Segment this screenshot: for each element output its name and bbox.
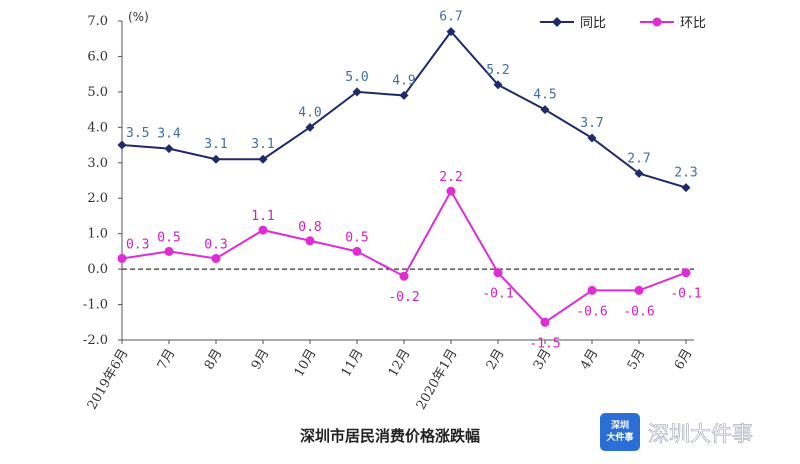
data-point-mom bbox=[258, 225, 268, 235]
legend-marker-yoy bbox=[552, 17, 562, 27]
data-label-mom: 0.3 bbox=[126, 237, 149, 252]
data-label-mom: 1.1 bbox=[251, 209, 274, 224]
data-point-mom bbox=[399, 271, 409, 281]
x-tick-label: 5月 bbox=[625, 347, 649, 373]
watermark: 深圳 大件事 深圳大件事 bbox=[600, 413, 753, 451]
y-tick-label: 7.0 bbox=[87, 14, 108, 29]
data-point-mom bbox=[305, 236, 315, 246]
x-tick-label: 7月 bbox=[155, 347, 179, 373]
data-label-mom: 2.2 bbox=[439, 170, 462, 185]
data-label-yoy: 3.1 bbox=[204, 137, 227, 152]
y-tick-label: -1.0 bbox=[83, 298, 108, 313]
data-label-yoy: 4.0 bbox=[298, 105, 321, 120]
y-tick-label: 6.0 bbox=[87, 49, 108, 64]
data-label-yoy: 6.7 bbox=[439, 10, 462, 25]
data-point-mom bbox=[587, 285, 597, 295]
y-tick-label: 0.0 bbox=[87, 262, 108, 277]
data-label-mom: -0.2 bbox=[388, 290, 419, 305]
svg-text:大件事: 大件事 bbox=[606, 431, 633, 443]
data-label-yoy: 3.5 bbox=[126, 126, 149, 141]
y-tick-label: 5.0 bbox=[87, 85, 108, 100]
data-label-yoy: 4.9 bbox=[392, 73, 415, 88]
series-line-yoy bbox=[121, 30, 687, 189]
data-label-yoy: 4.5 bbox=[533, 88, 556, 103]
data-label-mom: -0.6 bbox=[576, 304, 607, 319]
x-tick-label: 12月 bbox=[386, 347, 414, 380]
data-point-yoy bbox=[117, 140, 127, 150]
data-point-mom bbox=[493, 268, 503, 278]
data-label-mom: 0.5 bbox=[157, 230, 180, 245]
data-point-mom bbox=[446, 186, 456, 196]
data-point-yoy bbox=[164, 144, 174, 154]
legend-label-yoy: 同比 bbox=[580, 16, 606, 31]
legend-marker-mom bbox=[652, 17, 662, 27]
data-label-mom: -1.5 bbox=[529, 336, 560, 351]
y-tick-label: 2.0 bbox=[87, 191, 108, 206]
data-point-mom bbox=[540, 317, 550, 327]
x-tick-label: 2020年1月 bbox=[414, 347, 461, 413]
x-tick-label: 9月 bbox=[249, 347, 273, 373]
data-label-yoy: 3.7 bbox=[580, 116, 603, 131]
x-tick-label: 2月 bbox=[484, 347, 508, 373]
y-tick-label: -2.0 bbox=[83, 333, 108, 348]
data-point-yoy bbox=[493, 80, 503, 90]
y-tick-label: 3.0 bbox=[87, 156, 108, 171]
data-label-yoy: 3.1 bbox=[251, 137, 274, 152]
x-tick-label: 4月 bbox=[578, 347, 602, 373]
data-point-yoy bbox=[305, 122, 315, 132]
data-point-mom bbox=[211, 253, 221, 263]
y-tick-label: 4.0 bbox=[87, 120, 108, 135]
y-tick-label: 1.0 bbox=[87, 227, 108, 242]
chart-title: 深圳市居民消费价格涨跌幅 bbox=[300, 427, 480, 445]
brand-logo bbox=[600, 413, 640, 451]
data-point-yoy bbox=[446, 27, 456, 37]
data-point-mom bbox=[352, 246, 362, 256]
data-point-mom bbox=[681, 268, 691, 278]
data-label-mom: 0.3 bbox=[204, 237, 227, 252]
brand-name: 深圳大件事 bbox=[648, 422, 753, 446]
x-tick-label: 8月 bbox=[202, 347, 226, 373]
legend-label-mom: 环比 bbox=[680, 16, 706, 31]
y-axis-unit-label: (%) bbox=[128, 10, 149, 24]
data-label-mom: -0.1 bbox=[670, 287, 701, 302]
series-layer bbox=[117, 27, 691, 327]
data-point-yoy bbox=[681, 183, 691, 193]
x-tick-label: 2019年6月 bbox=[85, 347, 132, 413]
data-point-yoy bbox=[634, 168, 644, 178]
data-label-yoy: 5.2 bbox=[486, 63, 509, 78]
data-label-mom: 0.8 bbox=[298, 220, 321, 235]
data-label-yoy: 5.0 bbox=[345, 70, 368, 85]
legend: 同比 环比 bbox=[540, 16, 706, 31]
data-point-mom bbox=[634, 285, 644, 295]
data-label-mom: -0.1 bbox=[482, 287, 513, 302]
data-label-yoy: 2.7 bbox=[627, 151, 650, 166]
data-point-yoy bbox=[540, 105, 550, 115]
x-tick-label: 6月 bbox=[672, 347, 696, 373]
data-point-mom bbox=[117, 253, 127, 263]
data-label-mom: -0.6 bbox=[623, 304, 654, 319]
data-label-mom: 0.5 bbox=[345, 230, 368, 245]
data-label-yoy: 2.3 bbox=[674, 166, 697, 181]
data-point-mom bbox=[164, 246, 174, 256]
data-point-yoy bbox=[211, 154, 221, 164]
x-tick-label: 11月 bbox=[339, 347, 367, 380]
brand-logo-text: 深圳 bbox=[611, 419, 629, 431]
data-point-yoy bbox=[399, 90, 409, 100]
x-tick-label: 10月 bbox=[292, 347, 320, 380]
data-labels: 3.5 3.4 3.1 3.1 4.0 5.0 4.9 6.7 5.2 4.5 3.7 2.7 2.3 0… bbox=[126, 10, 702, 352]
data-point-yoy bbox=[587, 133, 597, 143]
data-point-yoy bbox=[352, 87, 362, 97]
data-point-yoy bbox=[258, 154, 268, 164]
data-label-yoy: 3.4 bbox=[157, 127, 181, 142]
